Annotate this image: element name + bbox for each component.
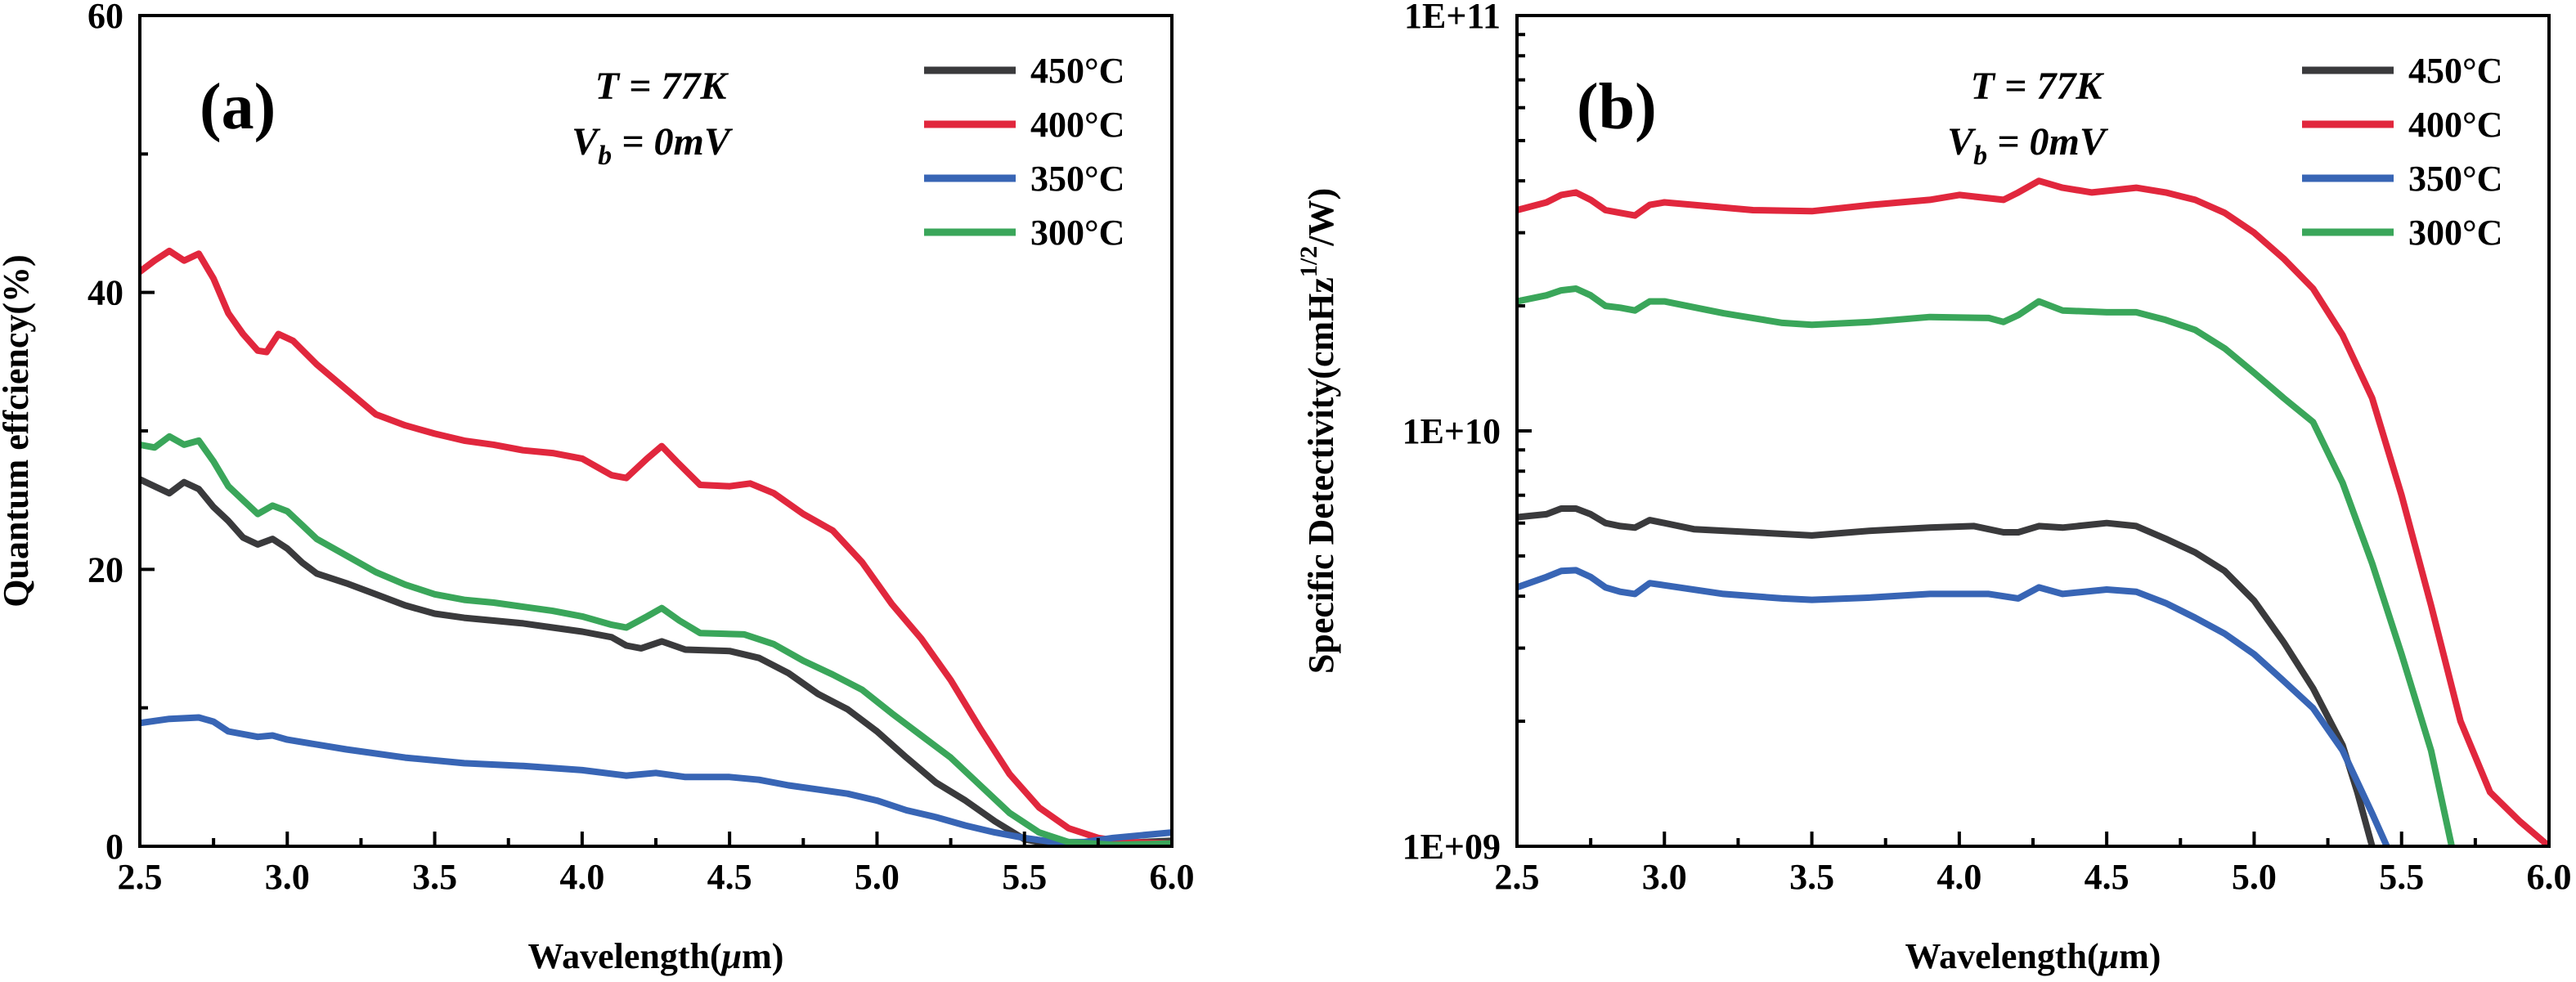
panel-a-series-lines [140,247,1172,846]
panel-b-legend-label: 300°C [2408,213,2502,253]
panel-a-y-tick-label: 20 [88,549,123,590]
panel-b-x-tick-label: 3.0 [1642,857,1687,897]
panel-a-series-450C-line [140,476,1172,846]
panel-a-y-tick-label: 0 [105,827,123,867]
panel-a-x-tick-label: 5.5 [1002,857,1047,897]
panel-b-x-axis-title-mu: μ [2098,936,2119,976]
panel-b-y-tick-label: 1E+09 [1402,827,1501,867]
panel-b-legend-label: 450°C [2408,51,2502,91]
panel-a-legend-label: 450°C [1030,51,1124,91]
panel-b-legend-label: 350°C [2408,159,2502,199]
panel-a-series-300C-line [140,433,1172,846]
panel-b-x-tick-label: 4.0 [1936,857,1981,897]
panel-a-x-tick-label: 3.0 [265,857,310,897]
panel-b-y-axis-title-part2: /W) [1301,188,1341,247]
panel-a-x-tick-label: 6.0 [1150,857,1195,897]
panel-a-x-tick-label: 2.5 [118,857,163,897]
panel-a-temperature-condition: T = 77K [595,65,729,108]
panel-a-y-tick-label: 40 [88,273,123,313]
panel-a-ticks: 2.5 3.0 3.5 4.0 4.5 5.0 5.5 6.0 0 20 40 60 [88,0,1195,897]
panel-b-series-lines [1517,177,2549,846]
panel-a-x-axis-title-part1: Wavelength( [528,936,722,976]
panel-a-legend-label: 300°C [1030,213,1124,253]
panel-b-x-axis-title-part2: m) [2119,936,2161,976]
panel-b-x-tick-label: 5.5 [2379,857,2424,897]
panel-b-y-axis-title-part1: Specific Detectivity(cmHz [1301,277,1341,674]
panel-a-x-tick-label: 3.5 [412,857,457,897]
panel-a-y-axis-title: Quantum effciency(%) [0,254,36,607]
panel-a-x-axis-title: Wavelength(μm) [528,936,784,976]
panel-a-x-tick-label: 5.0 [855,857,900,897]
panel-a-bias-condition: Vb = 0mV [572,120,734,171]
panel-b-legend: 450°C 400°C 350°C 300°C [2302,51,2502,253]
panel-b-x-tick-label: 5.0 [2232,857,2277,897]
panel-a-label: (a) [200,71,276,143]
panel-a-y-tick-label: 60 [88,0,123,36]
panel-a-series-350C-line [140,714,1172,845]
panel-b-y-axis-title: Specific Detectivity(cmHz1/2/W) [1295,188,1341,674]
panel-b-bias-condition: Vb = 0mV [1947,120,2109,171]
panel-a-bias-symbol: V [572,120,601,164]
panel-a-x-tick-label: 4.5 [707,857,752,897]
panel-b-x-tick-label: 2.5 [1495,857,1540,897]
panel-b-series-350C-line [1517,567,2390,846]
panel-a-x-tick-label: 4.0 [559,857,604,897]
panel-b-x-axis-title-part1: Wavelength( [1905,936,2099,976]
panel-b-ticks: 2.5 3.0 3.5 4.0 4.5 5.0 5.5 6.0 1E+09 1E+10 1E+11 [1402,0,2572,897]
panel-b-label: (b) [1577,71,1657,143]
panel-b-y-axis-title-exponent: 1/2 [1295,246,1322,277]
panel-a-legend: 450°C 400°C 350°C 300°C [924,51,1124,253]
panel-b-bias-subscript: b [1973,141,1987,171]
panel-a-legend-label: 350°C [1030,159,1124,199]
panel-a-bias-value: = 0mV [612,120,734,164]
panel-a-series-400C-line [140,247,1172,846]
panel-b-x-axis-title: Wavelength(μm) [1905,936,2161,976]
panel-b-x-tick-label: 4.5 [2085,857,2129,897]
panel-b-legend-label: 400°C [2408,105,2502,145]
panel-b-specific-detectivity: 2.5 3.0 3.5 4.0 4.5 5.0 5.5 6.01E+091E+101E+11 … [1295,0,2572,976]
panel-a-legend-label: 400°C [1030,105,1124,145]
panel-a-bias-subscript: b [598,141,612,171]
panel-a-x-axis-title-mu: μ [720,936,742,976]
panel-b-y-tick-label: 1E+10 [1402,411,1501,451]
panel-b-series-400C-line [1517,177,2549,846]
panel-b-bias-symbol: V [1947,120,1977,164]
panel-a-x-axis-title-part2: m) [742,936,783,976]
panel-b-temperature-condition: T = 77K [1971,65,2105,108]
panel-b-series-450C-line [1517,505,2376,846]
panel-a-quantum-efficiency: 2.5 3.0 3.5 4.0 4.5 5.0 5.5 6.0 0 20 40 60 (a) T = … [0,0,1195,976]
panel-b-x-tick-label: 6.0 [2527,857,2572,897]
panel-b-bias-value: = 0mV [1987,120,2109,164]
panel-b-y-tick-label: 1E+11 [1404,0,1501,36]
panel-b-x-tick-label: 3.5 [1789,857,1834,897]
panel-b-series-300C-line [1517,285,2455,846]
